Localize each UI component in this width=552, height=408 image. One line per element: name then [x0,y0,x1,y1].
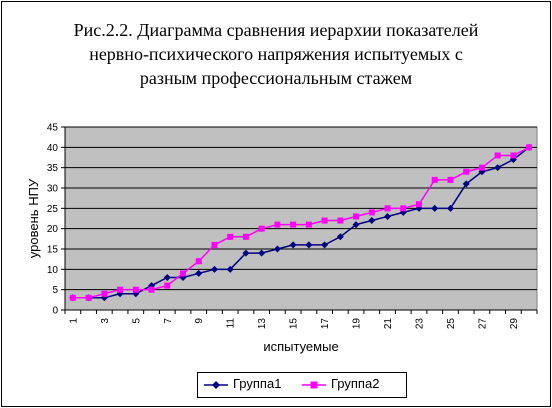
series-1-point-16 [305,241,313,249]
x-tick-label-29: 29 [509,318,520,330]
plot-area [64,126,538,311]
series-1-point-20 [368,217,376,225]
series-1-point-15 [289,241,297,249]
series-2-point-11 [227,233,234,240]
x-tick-label-19: 19 [352,318,363,330]
chart-title-line-1: Рис.2.2. Диаграмма сравнения иерархии по… [73,20,479,40]
series-2-point-1 [69,294,76,301]
y-tick-label-45: 45 [47,123,59,134]
series-2-point-16 [305,221,312,228]
series-2-point-19 [353,213,360,220]
y-tick-label-25: 25 [47,204,59,215]
series-1-point-21 [384,212,392,220]
series-2-point-13 [258,225,265,232]
series-1-point-28 [494,164,502,172]
x-tick-label-3: 3 [100,318,111,324]
series-1-point-11 [226,265,234,273]
series-2-point-22 [400,205,407,212]
series-2-point-18 [337,217,344,224]
x-tick-label-11: 11 [226,318,237,329]
x-tick-label-13: 13 [257,318,268,330]
series-2-point-15 [290,221,297,228]
series-2-point-7 [164,282,171,289]
series-1-point-9 [195,269,203,277]
series-2-point-25 [447,176,454,183]
series-1-point-18 [336,233,344,241]
legend-label-group2: Группа2 [331,376,380,391]
series-2-point-10 [211,241,218,248]
series-1-point-26 [462,180,470,188]
chart-title-line-3: разным профессиональным стажем [139,68,413,88]
x-tick-label-9: 9 [194,318,205,324]
legend-label-group1: Группа1 [233,376,282,391]
y-tick-label-15: 15 [47,245,59,256]
series-2-point-4 [117,286,124,293]
x-tick-label-25: 25 [446,318,457,330]
series-2-point-24 [431,176,438,183]
series-1-point-12 [242,249,250,257]
series-2-point-3 [101,290,108,297]
y-tick-label-20: 20 [47,224,59,235]
series-2-point-29 [510,152,517,159]
series-2-point-14 [274,221,281,228]
series-2-point-27 [478,164,485,171]
series-2-point-9 [195,258,202,265]
series-2-point-21 [384,205,391,212]
chart-title: Рис.2.2. Диаграмма сравнения иерархии по… [0,18,552,90]
series-2-point-23 [416,201,422,208]
series-2-point-2 [85,294,92,301]
legend-marker-group1 [204,381,228,389]
series-1-point-10 [210,265,218,273]
series-2-point-6 [148,286,155,293]
y-axis-label: уровень НПУ [26,178,41,258]
series-1-point-17 [321,241,329,249]
x-tick-label-27: 27 [477,318,488,330]
series-1-point-13 [258,249,266,257]
x-tick-label-7: 7 [163,318,174,324]
x-tick-label-5: 5 [131,318,142,324]
series-2-point-8 [180,270,186,277]
series-2-point-17 [321,217,328,224]
series-2-point-28 [494,152,501,159]
y-tick-label-10: 10 [47,265,59,276]
series-1-point-25 [446,204,454,212]
chart-title-line-2: нервно-психического напряжения испытуемы… [89,44,463,64]
y-tick-label-0: 0 [52,306,58,317]
y-tick-label-30: 30 [47,184,59,195]
chart-legend: Группа1 Группа2 [197,372,407,398]
y-tick-label-5: 5 [52,285,58,296]
x-tick-label-21: 21 [383,318,394,330]
series-2-point-30 [526,144,533,151]
x-axis-label: испытуемые [263,339,338,354]
x-tick-label-23: 23 [415,318,426,330]
series-2-point-12 [242,233,249,240]
y-tick-label-35: 35 [47,163,59,174]
series-1-point-14 [273,245,281,253]
series-1-point-24 [431,204,439,212]
series-2-point-20 [368,209,375,216]
x-tick-label-17: 17 [320,318,331,330]
x-tick-label-15: 15 [289,318,300,330]
series-1-point-19 [352,221,360,229]
series-2-point-26 [463,168,470,175]
x-tick-label-1: 1 [68,318,79,324]
legend-marker-group2 [302,381,326,389]
y-tick-label-40: 40 [47,143,59,154]
series-1-point-7 [163,273,171,281]
series-2-point-5 [132,286,139,293]
